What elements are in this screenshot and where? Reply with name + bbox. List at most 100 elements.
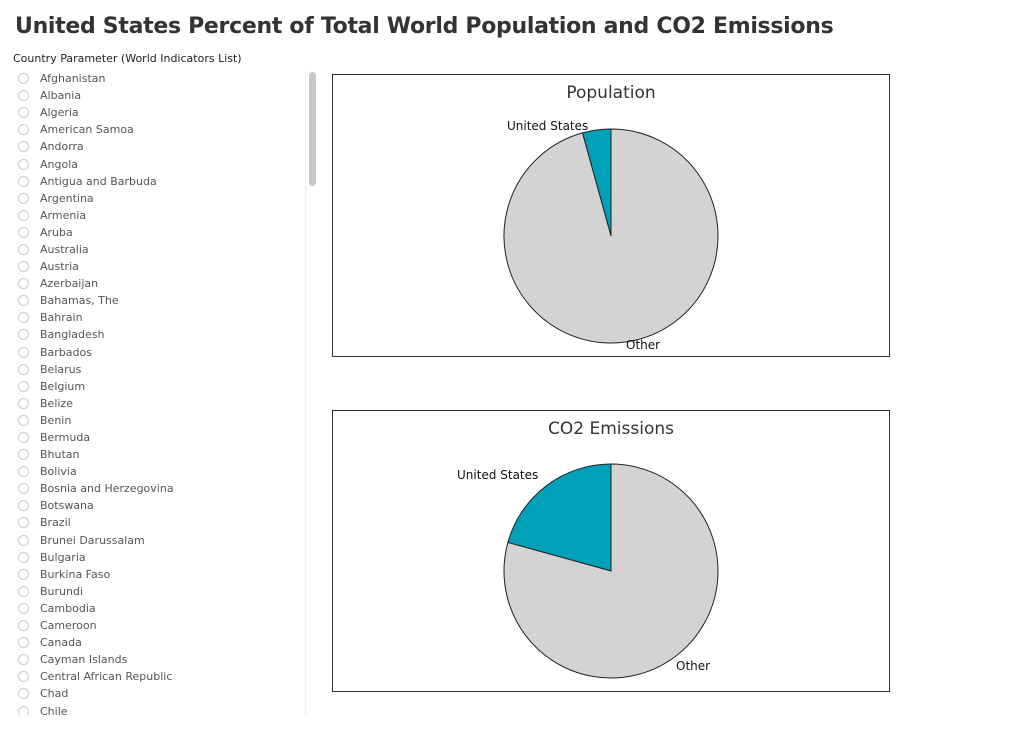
country-label: Bosnia and Herzegovina [40,482,174,496]
radio-button[interactable] [18,158,29,170]
slice-label-us: United States [507,119,589,133]
scrollbar[interactable] [305,70,318,715]
radio-button[interactable] [18,124,29,136]
country-option[interactable]: Belgium [12,378,304,395]
country-option[interactable]: Bolivia [12,463,304,480]
country-option[interactable]: Austria [12,258,304,275]
radio-button[interactable] [18,295,29,307]
radio-button[interactable] [18,483,29,495]
country-option[interactable]: Bahamas, The [12,292,304,309]
country-option[interactable]: Bermuda [12,429,304,446]
pie-slice-other[interactable] [503,128,719,344]
country-option[interactable]: Barbados [12,344,304,361]
country-label: Canada [40,636,82,650]
country-option[interactable]: Bahrain [12,309,304,326]
radio-button[interactable] [18,90,29,102]
radio-button[interactable] [18,73,29,85]
radio-button[interactable] [18,107,29,119]
country-option[interactable]: Brazil [12,514,304,531]
radio-button[interactable] [18,141,29,153]
country-option[interactable]: Bhutan [12,446,304,463]
slice-label-other: Other [626,338,661,352]
country-label: Burkina Faso [40,567,111,581]
radio-button[interactable] [18,346,29,358]
radio-button[interactable] [18,637,29,649]
country-option[interactable]: Benin [12,412,304,429]
country-option[interactable]: Argentina [12,190,304,207]
radio-button[interactable] [18,466,29,478]
country-label: Bhutan [40,448,80,462]
country-label: Azerbaijan [40,277,99,291]
country-option[interactable]: Cameroon [12,617,304,634]
country-option[interactable]: Cayman Islands [12,651,304,668]
country-label: Bermuda [40,431,91,445]
radio-button[interactable] [18,534,29,546]
radio-button[interactable] [18,551,29,563]
country-label: Burundi [40,584,84,598]
radio-button[interactable] [18,226,29,238]
country-option[interactable]: Central African Republic [12,668,304,685]
country-label: Aruba [40,225,73,239]
country-option[interactable]: Belarus [12,361,304,378]
radio-button[interactable] [18,517,29,529]
country-label: Andorra [40,140,84,154]
radio-button[interactable] [18,500,29,512]
country-option[interactable]: Antigua and Barbuda [12,173,304,190]
radio-button[interactable] [18,243,29,255]
radio-button[interactable] [18,568,29,580]
radio-button[interactable] [18,705,29,715]
country-option[interactable]: Andorra [12,138,304,155]
country-label: Brunei Darussalam [40,533,145,547]
country-option[interactable]: Burkina Faso [12,566,304,583]
country-option[interactable]: Botswana [12,497,304,514]
radio-button[interactable] [18,261,29,273]
country-option[interactable]: Brunei Darussalam [12,532,304,549]
radio-button[interactable] [18,312,29,324]
country-option[interactable]: Angola [12,155,304,172]
country-option[interactable]: Burundi [12,583,304,600]
country-option[interactable]: Afghanistan [12,70,304,87]
country-option[interactable]: Bulgaria [12,549,304,566]
radio-button[interactable] [18,380,29,392]
radio-button[interactable] [18,449,29,461]
radio-button[interactable] [18,585,29,597]
radio-button[interactable] [18,209,29,221]
country-option[interactable]: Albania [12,87,304,104]
parameter-label: Country Parameter (World Indicators List… [13,52,242,65]
radio-button[interactable] [18,329,29,341]
radio-button[interactable] [18,397,29,409]
radio-button[interactable] [18,602,29,614]
country-option[interactable]: Belize [12,395,304,412]
country-option[interactable]: Aruba [12,224,304,241]
country-option[interactable]: Chad [12,685,304,702]
country-option[interactable]: American Samoa [12,121,304,138]
radio-button[interactable] [18,175,29,187]
country-label: Antigua and Barbuda [40,174,157,188]
country-option[interactable]: Chile [12,702,304,715]
radio-button[interactable] [18,671,29,683]
radio-button[interactable] [18,654,29,666]
radio-button[interactable] [18,620,29,632]
country-label: Cambodia [40,601,96,615]
country-option[interactable]: Bosnia and Herzegovina [12,480,304,497]
radio-button[interactable] [18,278,29,290]
country-option[interactable]: Australia [12,241,304,258]
co2-chart: CO2 Emissions United States Other [332,410,890,692]
pie-slice-united-states[interactable] [507,463,612,572]
radio-button[interactable] [18,432,29,444]
country-option[interactable]: Cambodia [12,600,304,617]
scrollbar-thumb[interactable] [309,72,316,186]
country-label: Chad [40,687,69,701]
radio-button[interactable] [18,414,29,426]
country-option[interactable]: Algeria [12,104,304,121]
radio-button[interactable] [18,688,29,700]
radio-button[interactable] [18,363,29,375]
country-option[interactable]: Canada [12,634,304,651]
country-option[interactable]: Azerbaijan [12,275,304,292]
country-label: Bulgaria [40,550,86,564]
country-label: Belize [40,396,73,410]
radio-button[interactable] [18,192,29,204]
country-option[interactable]: Bangladesh [12,326,304,343]
pie-slice-other[interactable] [503,463,719,679]
country-option[interactable]: Armenia [12,207,304,224]
